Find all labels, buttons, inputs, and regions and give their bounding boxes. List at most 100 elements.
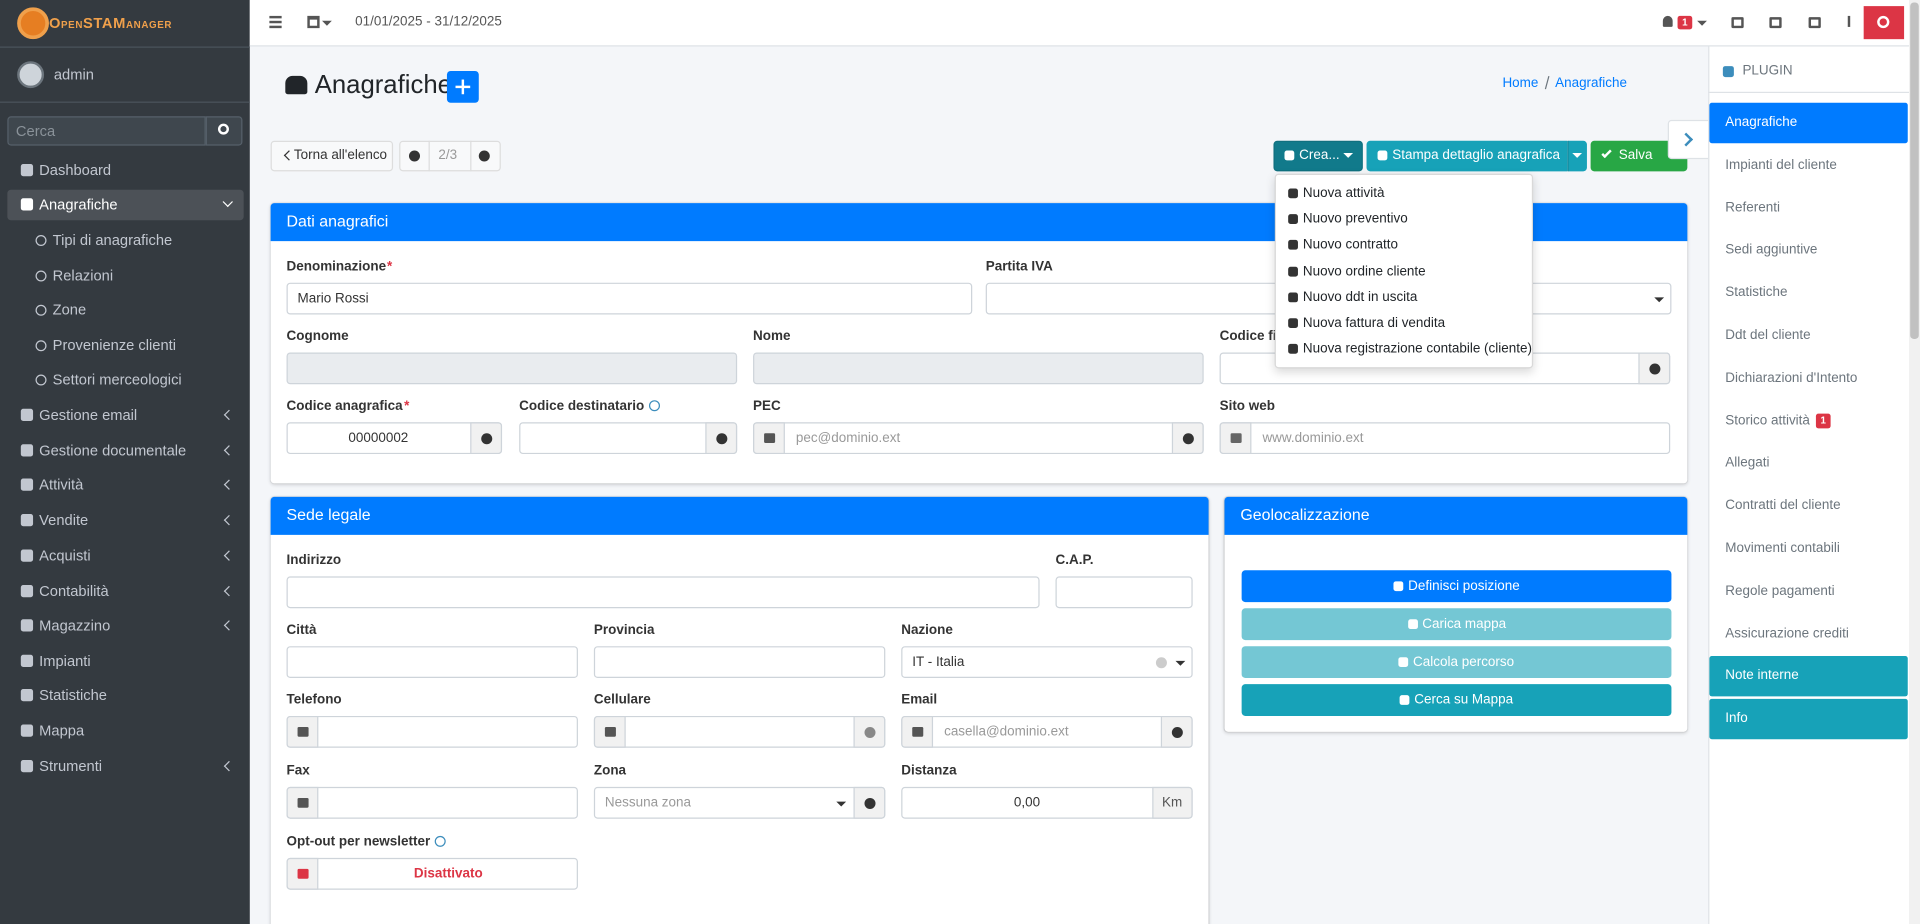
toolbar-icon[interactable] [1769,17,1782,29]
input[interactable] [901,646,1193,679]
input[interactable] [1055,576,1193,609]
input[interactable] [593,715,886,748]
input[interactable] [901,715,1193,748]
menu-item[interactable]: Vendite [39,511,89,529]
plugin-tab[interactable]: Regole pagamenti [1725,583,1835,599]
icon [1393,581,1404,592]
menu-item[interactable]: Statistiche [39,686,107,704]
dropdown-item[interactable]: Nuovo ordine cliente [1302,263,1426,279]
hamburger-line [269,20,282,24]
field-label: Fax [286,763,310,779]
logo: OpenSTAManager [48,14,173,32]
toolbar-icon[interactable] [1808,17,1821,29]
dropdown-item[interactable]: Nuovo preventivo [1302,211,1408,227]
submenu-item[interactable]: Settori merceologici [52,371,182,389]
input[interactable] [519,422,738,455]
plugin-tab[interactable]: Ddt del cliente [1725,327,1811,343]
divider [1708,91,1909,94]
prev-icon [408,150,421,162]
icon [1284,150,1295,161]
plugin-tab[interactable]: Referenti [1725,200,1780,215]
plugin-tab[interactable]: Note interne [1725,668,1799,684]
dropdown-item[interactable]: Nuova attività [1302,186,1385,201]
next-button[interactable] [470,140,501,172]
search-input[interactable] [7,116,206,146]
input-suffix[interactable] [1160,715,1193,748]
print-button[interactable] [1366,140,1568,172]
date-range[interactable]: 01/01/2025 - 31/12/2025 [355,14,502,30]
map-button-label: Carica mappa [1422,616,1507,632]
save-label: Salva [1618,148,1653,163]
plugin-tab[interactable]: Allegati [1725,455,1770,471]
map-button[interactable] [1241,646,1672,679]
plugin-tab[interactable]: Dichiarazioni d'Intento [1725,370,1858,386]
input[interactable] [286,422,503,455]
plugin-tab[interactable]: Statistiche [1725,285,1788,301]
help-icon [434,835,446,847]
field-label: Provincia [593,622,655,638]
input[interactable] [286,282,973,315]
plugin-tab[interactable]: Impianti del cliente [1725,157,1837,173]
toolbar-icon[interactable] [1731,17,1744,29]
create-label: Crea... [1299,148,1340,163]
map-button[interactable] [1241,608,1672,641]
back-button[interactable] [270,140,394,172]
collapse-button[interactable] [1667,119,1710,160]
back-label[interactable]: Torna all'elenco [293,148,388,163]
plugin-tab[interactable]: Assicurazione crediti [1725,626,1849,641]
dropdown-item[interactable]: Nuova fattura di vendita [1302,315,1446,331]
icon [20,198,34,211]
input[interactable] [1219,422,1671,455]
input[interactable] [901,786,1193,819]
plugin-tab[interactable]: Storico attività [1725,413,1810,428]
menu-item[interactable]: Anagrafiche [39,195,118,213]
menu-item[interactable]: Contabilità [39,582,109,600]
dropdown-item[interactable]: Nuovo ddt in uscita [1302,289,1418,305]
dropdown-item[interactable]: Nuovo contratto [1302,237,1398,253]
page-title: Anagrafiche [314,70,452,100]
menu-item[interactable]: Gestione email [39,406,138,424]
map-button-label: Cerca su Mappa [1414,692,1514,708]
icon [20,163,34,177]
input[interactable] [286,786,578,819]
notification-badge: 1 [1677,15,1693,30]
menu-item[interactable]: Impianti [39,652,91,670]
plugin-tab[interactable]: Info [1725,711,1748,726]
plugin-tab[interactable]: Contratti del cliente [1725,498,1841,514]
menu-active [7,189,244,221]
input-suffix[interactable] [1171,422,1204,455]
caret [1572,152,1583,158]
map-button[interactable] [1241,684,1672,716]
plugin-tab[interactable]: Anagrafiche [1725,115,1798,130]
plugin-tab[interactable]: Movimenti contabili [1725,540,1840,556]
input[interactable] [286,857,578,890]
submenu-item[interactable]: Provenienze clienti [52,336,177,354]
input[interactable] [593,646,886,679]
dropdown-item[interactable]: Nuova registrazione contabile (cliente) [1302,341,1532,357]
input[interactable] [985,282,1300,315]
input[interactable] [286,646,578,679]
map-button[interactable] [1241,570,1672,603]
icon [1288,344,1298,354]
icon [20,760,34,773]
suffix-icon [1171,726,1183,738]
menu-item[interactable]: Strumenti [39,757,103,775]
plugin-tab[interactable]: Sedi aggiuntive [1725,242,1818,258]
menu-item[interactable]: Acquisti [39,547,91,565]
input[interactable] [286,715,578,748]
input[interactable] [753,422,1204,455]
menu-item[interactable]: Magazzino [39,616,111,634]
menu-item[interactable]: Mappa [39,722,85,740]
menu-item[interactable]: Gestione documentale [39,441,187,459]
bell-icon [1662,15,1673,27]
calendar-icon [307,15,320,29]
menu-item[interactable]: Attività [39,476,84,494]
breadcrumb-home[interactable]: Home [1502,75,1539,91]
prev-button[interactable] [399,140,430,172]
menu-item[interactable]: Dashboard [39,161,112,179]
submenu-item[interactable]: Zone [52,301,87,319]
submenu-item[interactable]: Tipi di anagrafiche [52,231,173,249]
submenu-item[interactable]: Relazioni [52,266,114,284]
input[interactable] [286,576,1040,609]
icon [1399,695,1410,705]
